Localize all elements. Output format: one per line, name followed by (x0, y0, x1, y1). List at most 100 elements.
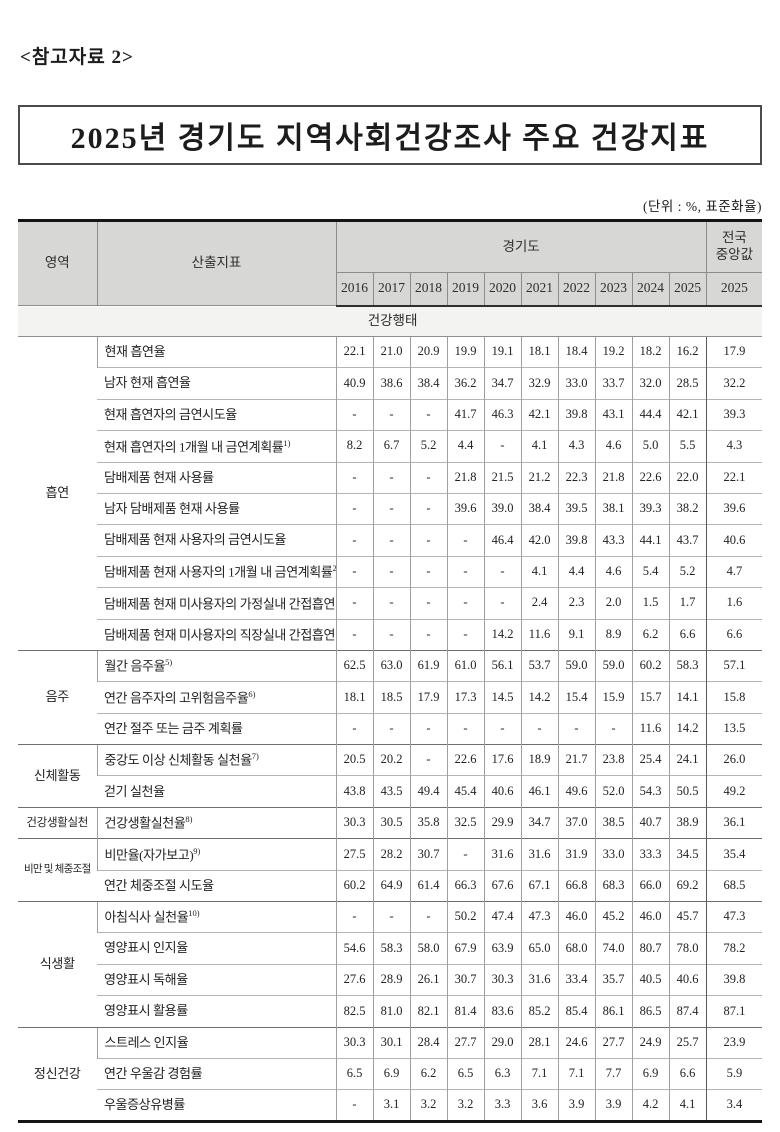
indicator-label: 우울증상유병률 (97, 1089, 336, 1122)
value-cell: 39.6 (446, 492, 484, 525)
value-cell: - (409, 712, 447, 745)
value-cell: 40.7 (631, 806, 669, 839)
value-cell: 32.9 (520, 367, 558, 400)
col-header-year: 2024 (631, 272, 670, 307)
table-row: 담배제품 현재 사용자의 금연시도율 - - - -46.4 42.0 39.8 43.3 44… (18, 524, 763, 557)
value-cell: 21.2 (520, 461, 558, 494)
value-cell: 14.2 (668, 712, 707, 745)
value-cell: 28.9 (372, 963, 410, 996)
value-cell: 34.7 (483, 367, 521, 400)
table-body: 건강행태 흡연 현재 흡연율 22.1 21.0 20.9 19.9 19.1 18.1 18.4… (18, 305, 763, 1122)
value-cell: 40.9 (335, 367, 373, 400)
value-cell: 18.1 (335, 681, 373, 714)
value-cell: 21.8 (446, 461, 484, 494)
value-cell: 14.5 (483, 681, 521, 714)
indicator-label: 남자 현재 흡연율 (97, 367, 336, 400)
indicator-footnote-marker: 8) (185, 814, 193, 825)
national-label-line1: 전국 (721, 230, 747, 246)
national-value-cell: 32.2 (705, 367, 763, 400)
national-value-cell: 57.1 (705, 649, 763, 682)
value-cell: - (335, 901, 373, 933)
value-cell: 28.5 (668, 367, 707, 400)
value-cell: 28.1 (520, 1026, 558, 1059)
value-cell: - (372, 398, 410, 431)
national-value-cell: 26.0 (705, 744, 763, 776)
value-cell: 38.4 (520, 492, 558, 525)
value-cell: 19.2 (594, 336, 632, 368)
indicator-footnote-marker: 6) (248, 688, 256, 699)
value-cell: 37.0 (557, 806, 595, 839)
indicator-label: 연간 체중조절 시도율 (97, 869, 336, 902)
col-header-year: 2025 (668, 272, 707, 307)
indicator-label-text: 영양표시 활용률 (104, 1003, 188, 1019)
value-cell: - (335, 492, 373, 525)
indicator-label: 건강생활실천율8) (96, 806, 336, 839)
indicator-label: 현재 흡연율 (96, 336, 336, 368)
value-cell: 85.4 (557, 995, 595, 1028)
indicator-label-text: 걷기 실천율 (104, 783, 165, 799)
value-cell: 6.2 (631, 618, 669, 651)
value-cell: 33.7 (594, 367, 632, 400)
area-cell: 비만 및 체중조절 (18, 838, 97, 902)
value-cell: 8.9 (594, 618, 632, 651)
value-cell: 38.9 (668, 806, 707, 839)
value-cell: 65.0 (520, 932, 558, 965)
value-cell: 29.9 (483, 806, 521, 839)
table-row: 영양표시 활용률 82.5 81.0 82.1 81.4 83.6 85.2 85.4 86.1… (18, 995, 763, 1028)
value-cell: 6.3 (483, 1057, 521, 1090)
table-row: 연간 우울감 경험률 6.5 6.9 6.2 6.5 6.3 7.1 7.1 7.7 6.9 6.6… (18, 1057, 763, 1090)
value-cell: - (409, 461, 447, 494)
value-cell: 82.1 (409, 995, 447, 1028)
section-banner-row: 건강행태 (18, 305, 763, 337)
indicator-label-text: 현재 흡연율 (104, 344, 166, 360)
value-cell: 86.1 (594, 995, 632, 1028)
value-cell: 27.6 (335, 963, 373, 996)
value-cell: 34.5 (668, 838, 707, 871)
value-cell: 1.5 (631, 587, 669, 620)
value-cell: 27.7 (446, 1026, 484, 1059)
value-cell: 32.0 (631, 367, 669, 400)
value-cell: 81.0 (372, 995, 410, 1028)
indicator-label-text: 남자 현재 흡연율 (104, 375, 191, 391)
value-cell: - (446, 587, 484, 620)
indicator-label-text: 현재 흡연자의 금연시도율 (104, 406, 237, 422)
value-cell: - (335, 461, 373, 494)
value-cell: 11.6 (631, 712, 669, 745)
value-cell: 20.9 (409, 336, 447, 368)
value-cell: 25.4 (631, 744, 669, 776)
value-cell: 68.3 (594, 869, 632, 902)
value-cell: 62.5 (335, 649, 373, 682)
value-cell: 63.9 (483, 932, 521, 965)
value-cell: 33.0 (594, 838, 632, 871)
value-cell: 45.4 (446, 775, 484, 808)
value-cell: 85.2 (520, 995, 558, 1028)
value-cell: 46.0 (631, 901, 669, 933)
value-cell: 24.1 (668, 744, 707, 776)
national-value-cell: 47.3 (705, 901, 763, 933)
value-cell: 39.8 (557, 524, 595, 557)
value-cell: 20.5 (335, 744, 373, 776)
value-cell: 17.3 (446, 681, 484, 714)
col-header-year: 2018 (409, 272, 448, 307)
value-cell: - (483, 712, 521, 745)
area-cell: 식생활 (18, 901, 97, 1028)
value-cell: 15.9 (594, 681, 632, 714)
indicator-label: 걷기 실천율 (97, 775, 336, 808)
value-cell: 35.8 (409, 806, 447, 839)
value-cell: 43.8 (335, 775, 373, 808)
value-cell: 69.2 (668, 869, 707, 902)
value-cell: 6.2 (409, 1057, 447, 1090)
table-row: 걷기 실천율 43.8 43.5 49.4 45.4 40.6 46.1 49.6 52.0 54… (18, 775, 763, 808)
page-title: 2025년 경기도 지역사회건강조사 주요 건강지표 (70, 122, 710, 155)
value-cell: 86.5 (631, 995, 669, 1028)
col-header-year: 2022 (557, 272, 596, 307)
col-header-year: 2021 (520, 272, 559, 307)
indicator-label: 연간 음주자의 고위험음주율6) (97, 681, 336, 714)
value-cell: 4.1 (520, 555, 558, 588)
value-cell: - (372, 618, 410, 651)
indicator-label: 비만율(자가보고)9) (96, 838, 336, 871)
col-header-region-group: 경기도 (335, 220, 707, 273)
indicator-label-text: 스트레스 인지율 (104, 1034, 189, 1050)
table-row: 비만 및 체중조절 비만율(자가보고)9) 27.5 28.2 30.7-31.6 31.… (18, 838, 763, 902)
value-cell: 31.6 (483, 838, 521, 871)
